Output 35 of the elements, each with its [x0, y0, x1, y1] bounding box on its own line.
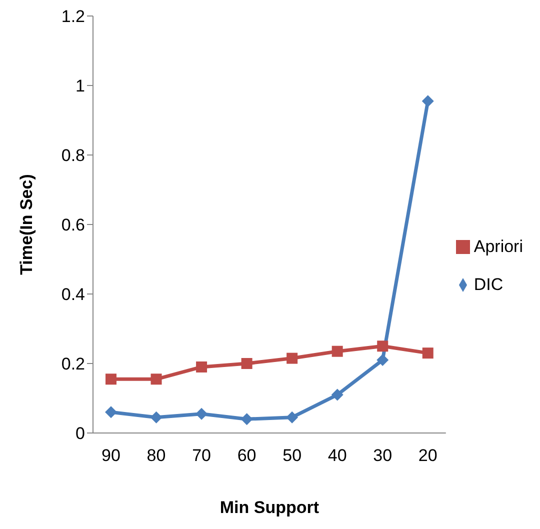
- point: [196, 361, 208, 372]
- x-tick-label: 20: [418, 446, 438, 466]
- y-tick-label: 0.2: [61, 354, 85, 374]
- y-tick-label: 0: [76, 424, 85, 444]
- point: [150, 374, 162, 385]
- x-axis-title: Min Support: [220, 498, 320, 517]
- x-tick-label: 50: [282, 446, 302, 466]
- point: [240, 413, 253, 426]
- x-tick-label: 60: [237, 446, 256, 466]
- point: [377, 340, 388, 352]
- point: [150, 411, 162, 424]
- legend-label: Apriori: [474, 236, 523, 256]
- x-tick-label: 90: [102, 446, 120, 466]
- x-tick-label: 70: [192, 446, 211, 466]
- x-tick-label: 40: [328, 446, 347, 466]
- point: [331, 388, 344, 401]
- point: [286, 352, 298, 364]
- y-axis-title: Time(In Sec): [17, 174, 36, 275]
- point: [105, 406, 117, 418]
- y-tick-label: 0.6: [61, 216, 85, 235]
- point: [286, 411, 298, 424]
- point: [332, 346, 343, 357]
- x-tick-label: 30: [373, 446, 392, 466]
- point: [241, 358, 252, 369]
- legend-label: DIC: [474, 274, 504, 294]
- y-tick-label: 0.4: [61, 285, 85, 304]
- x-tick-label: 80: [146, 446, 166, 466]
- y-tick-label: 1: [76, 76, 85, 96]
- point: [376, 354, 389, 366]
- y-tick-label: 0.8: [61, 146, 85, 166]
- point: [196, 408, 208, 420]
- y-tick-label: 1.2: [61, 7, 85, 26]
- point: [106, 374, 116, 385]
- point: [422, 348, 434, 359]
- point: [422, 95, 434, 108]
